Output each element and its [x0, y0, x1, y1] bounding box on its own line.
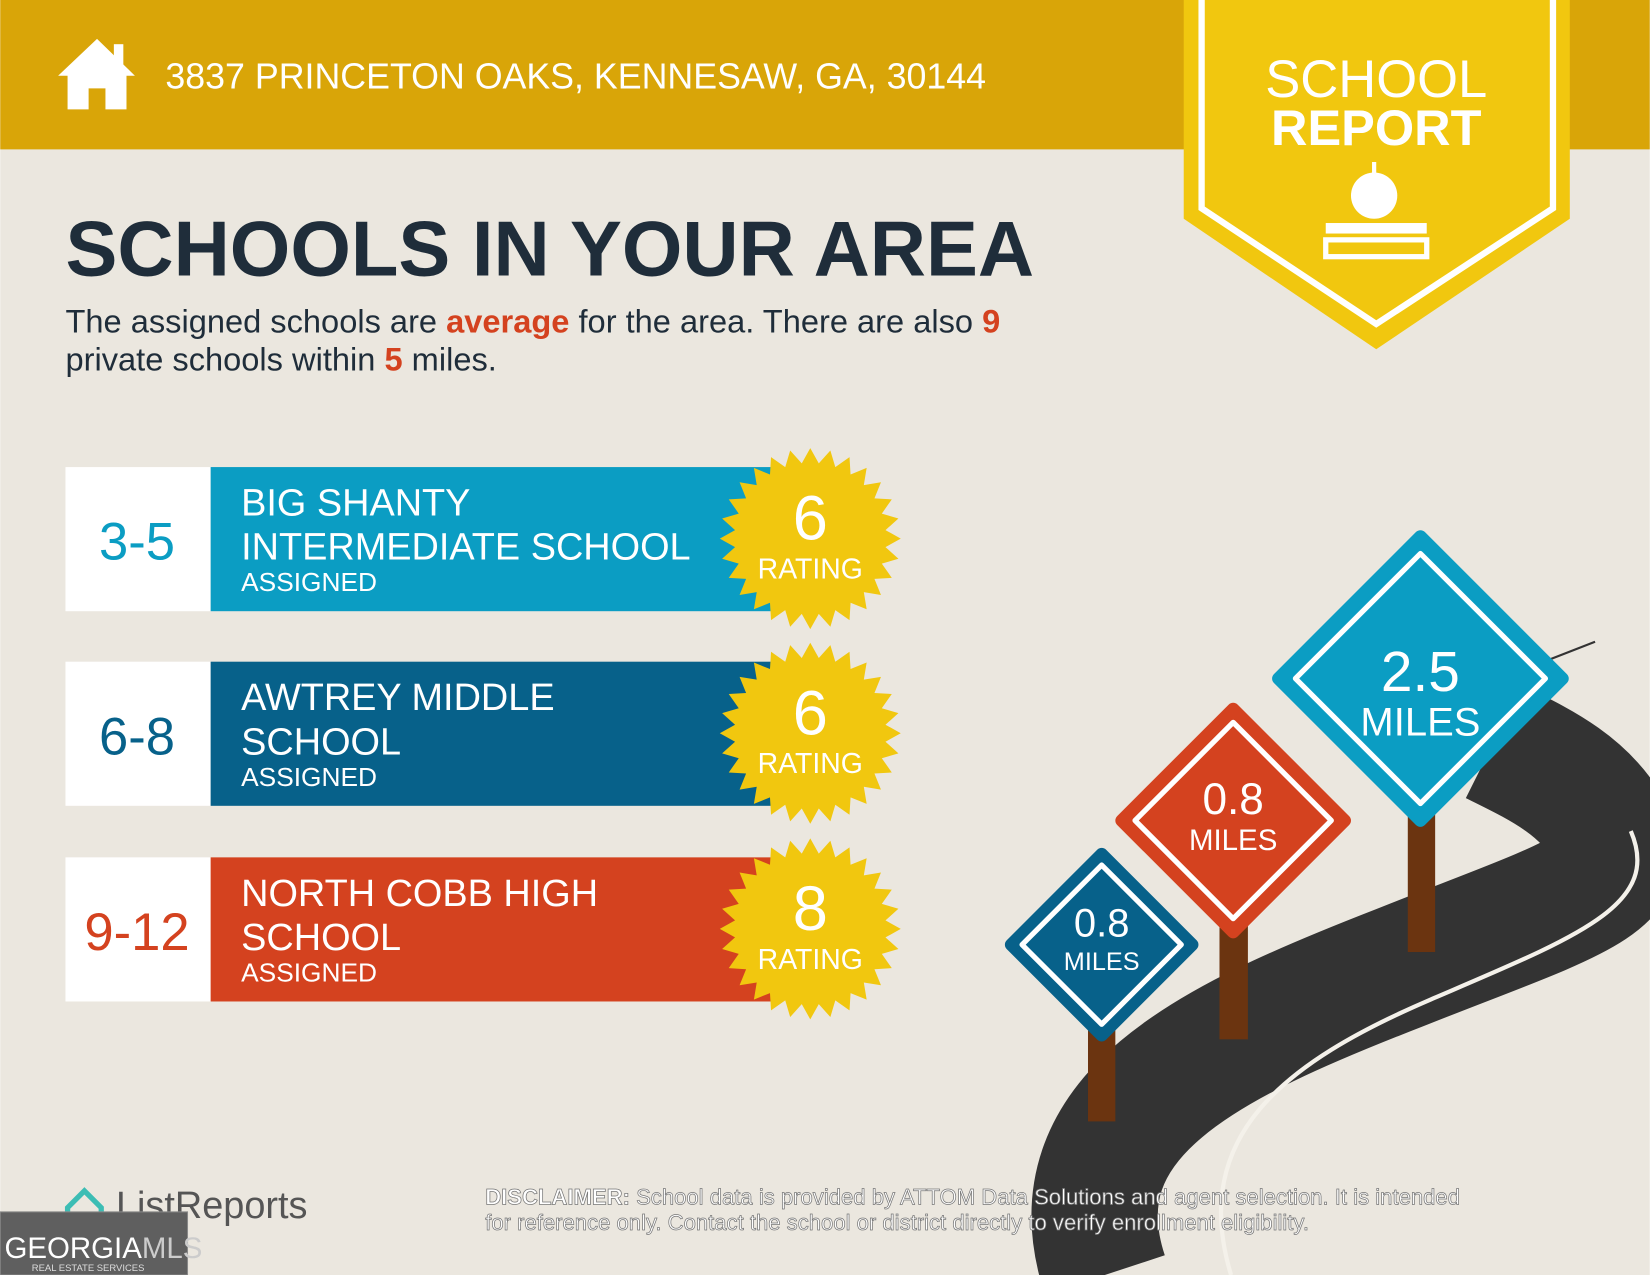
book-bottom [1323, 237, 1430, 260]
sign [1115, 702, 1351, 939]
road-edge [1546, 640, 1596, 662]
rating-badge [719, 642, 901, 824]
mls-text: GEORGIAMLS [4, 1232, 202, 1265]
disclaimer: DISCLAIMER: School data is provided by A… [485, 1185, 1460, 1210]
summary-text: The assigned schools are [65, 302, 446, 339]
mls-box [0, 1211, 189, 1275]
summary-highlight: 9 [982, 302, 1000, 339]
rating: 6 [793, 484, 828, 554]
summary-line: The assigned schools are average for the… [65, 302, 1000, 339]
school-name: AWTREY MIDDLE [241, 677, 554, 719]
summary-text: for the area. There are also [569, 302, 982, 339]
apple [1350, 172, 1398, 219]
sign-unit: MILES [1360, 700, 1480, 744]
rating-badge [719, 448, 901, 630]
mls-mls: MLS [142, 1232, 203, 1265]
school-bar [210, 857, 779, 1002]
sign-unit: MILES [1189, 824, 1277, 857]
title: SCHOOLS IN YOUR AREA [65, 207, 1034, 293]
grade-box [65, 661, 211, 806]
rating: 8 [793, 874, 828, 944]
georgia-mls-logo: GEORGIAMLS REAL ESTATE SERVICES [0, 1211, 202, 1275]
rating-label: RATING [758, 944, 863, 976]
sign [1004, 847, 1199, 1042]
book-top [1325, 223, 1427, 234]
summary-text: miles. [403, 340, 497, 377]
sign-border [1292, 550, 1549, 807]
school-name: INTERMEDIATE SCHOOL [241, 527, 690, 569]
sign-distance: 0.8 [1074, 901, 1130, 945]
grade-box [65, 857, 211, 1002]
summary-highlight: average [446, 302, 569, 339]
sign-border [1019, 862, 1184, 1027]
badge-border [1198, 0, 1557, 328]
sign-border [1132, 719, 1334, 922]
apple-stem [1372, 162, 1377, 175]
rating: 6 [793, 678, 828, 748]
mls-georgia: GEORGIA [4, 1232, 142, 1265]
rating-badge [719, 838, 901, 1020]
school-name: NORTH COBB HIGH [241, 873, 598, 915]
school-name: BIG SHANTY [241, 482, 470, 524]
rating-label: RATING [758, 748, 863, 780]
badge-line1: SCHOOL [1265, 50, 1487, 109]
sign-unit: MILES [1064, 948, 1140, 976]
summary-text: private schools within [65, 340, 384, 377]
school-status: ASSIGNED [241, 957, 377, 987]
chimney [113, 44, 124, 66]
rating-label: RATING [758, 554, 863, 586]
school-name: SCHOOL [241, 721, 401, 763]
disclaimer-text: School data is provided by ATTOM Data So… [630, 1185, 1460, 1210]
grades: 9-12 [84, 903, 189, 962]
badge-line2: REPORT [1271, 99, 1482, 156]
school-bar [210, 661, 779, 806]
sign-distance: 2.5 [1381, 641, 1460, 704]
sign-distance: 0.8 [1202, 775, 1263, 824]
summary-highlight: 5 [384, 340, 402, 377]
road-line [1219, 830, 1640, 1275]
grade-box [65, 467, 211, 612]
address: 3837 PRINCETON OAKS, KENNESAW, GA, 30144 [165, 56, 986, 96]
school-name: SCHOOL [241, 917, 401, 959]
school-status: ASSIGNED [241, 762, 377, 792]
road [1031, 685, 1650, 1275]
summary-line: private schools within 5 miles. [65, 340, 496, 377]
grades: 6-8 [99, 707, 175, 766]
disclaimer: for reference only. Contact the school o… [485, 1210, 1309, 1235]
grades: 3-5 [99, 513, 175, 572]
disclaimer-label: DISCLAIMER: [485, 1185, 630, 1210]
school-status: ASSIGNED [241, 567, 377, 597]
apple-book-icon [1323, 162, 1430, 260]
school-bar [210, 467, 779, 612]
sign [1272, 530, 1569, 827]
mls-tagline: REAL ESTATE SERVICES [32, 1263, 145, 1274]
home-icon [58, 38, 135, 110]
